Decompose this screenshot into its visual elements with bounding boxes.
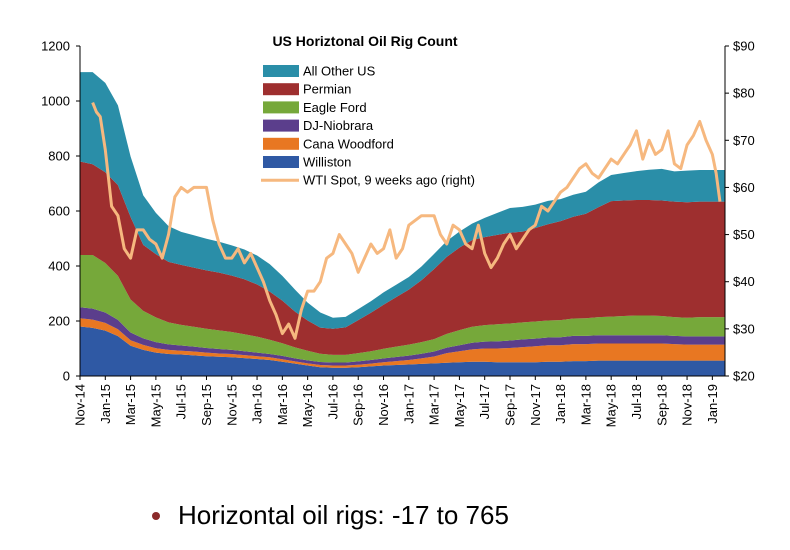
x-tick-label: Jan-15 — [98, 384, 113, 424]
chart-title: US Horiztonal Oil Rig Count — [272, 33, 457, 49]
x-tick-label: Nov-14 — [73, 384, 88, 426]
area-eagle-ford — [80, 255, 725, 363]
x-tick-label: Jul-16 — [325, 384, 340, 419]
legend-label-williston: Williston — [303, 155, 351, 170]
legend-swatch-permian — [263, 83, 299, 96]
y-right-tick-label: $60 — [733, 180, 755, 195]
x-tick-label: Jan-16 — [250, 384, 265, 424]
area-dj-niobrara — [80, 307, 725, 366]
x-tick-label: Nov-17 — [528, 384, 543, 426]
legend-label-cana-woodford: Cana Woodford — [303, 136, 394, 151]
wti-spot-line — [91, 102, 722, 340]
y-left-tick-label: 1000 — [41, 94, 70, 109]
caption-text: Horizontal oil rigs: -17 to 765 — [178, 500, 509, 530]
x-tick-label: Mar-17 — [427, 384, 442, 425]
axes: 0 200 400 600 800 1000 1200 $20 $30 $40 $50 $60 $70 $… — [41, 39, 755, 428]
y-left-tick-label: 200 — [48, 314, 70, 329]
area-cana-woodford — [80, 318, 725, 368]
legend-swatch-eagle-ford — [263, 101, 299, 114]
area-williston — [80, 326, 725, 376]
legend-label-wti-spot-9-weeks-ago-right-: WTI Spot, 9 weeks ago (right) — [303, 173, 475, 188]
y-right-tick-label: $70 — [733, 133, 755, 148]
legend-label-permian: Permian — [303, 82, 351, 97]
y-right-tick-label: $80 — [733, 86, 755, 101]
bullet-dot — [152, 511, 160, 520]
area-all-other-us — [80, 72, 725, 329]
legend-swatch-williston — [263, 156, 299, 168]
x-tick-label: Mar-16 — [275, 384, 290, 425]
x-tick-label: Jul-18 — [629, 384, 644, 419]
stacked-areas — [80, 72, 725, 376]
y-left-tick-label: 400 — [48, 259, 70, 274]
x-tick-label: Sep-17 — [503, 384, 518, 426]
wti-line-group — [91, 102, 722, 340]
legend-label-dj-niobrara: DJ-Niobrara — [303, 118, 374, 133]
y-right-tick-label: $90 — [733, 39, 755, 54]
x-tick-label: Nov-15 — [224, 384, 239, 426]
x-tick-label: May-15 — [148, 384, 163, 427]
x-tick-label: May-16 — [300, 384, 315, 427]
x-tick-label: Jul-15 — [174, 384, 189, 419]
legend: All Other US Permian Eagle Ford DJ-Niobrara… — [261, 64, 475, 188]
x-tick-label: Sep-16 — [351, 384, 366, 426]
x-tick-label: Mar-18 — [578, 384, 593, 425]
legend-label-eagle-ford: Eagle Ford — [303, 100, 367, 115]
y-right-tick-label: $40 — [733, 274, 755, 289]
x-tick-label: Sep-15 — [199, 384, 214, 426]
area-permian — [80, 161, 725, 355]
y-left-tick-label: 1200 — [41, 39, 70, 54]
legend-swatch-cana-woodford — [263, 137, 299, 150]
rig-count-chart: 0 200 400 600 800 1000 1200 $20 $30 $40 $50 $60 $70 $… — [41, 33, 755, 428]
x-tick-label: Mar-15 — [123, 384, 138, 425]
legend-swatch-dj-niobrara — [263, 119, 299, 132]
y-left-tick-label: 0 — [63, 369, 70, 384]
x-tick-label: Nov-16 — [376, 384, 391, 426]
legend-label-all-other-us: All Other US — [303, 64, 376, 79]
x-tick-label: May-18 — [604, 384, 619, 427]
y-right-tick-label: $30 — [733, 321, 755, 336]
x-tick-label: Jul-17 — [477, 384, 492, 419]
x-tick-label: Nov-18 — [680, 384, 695, 426]
x-tick-label: May-17 — [452, 384, 467, 427]
y-right-tick-label: $50 — [733, 227, 755, 242]
x-tick-label: Sep-18 — [654, 384, 669, 426]
x-tick-label: Jan-19 — [705, 384, 720, 424]
legend-swatch-all-other-us — [263, 65, 299, 77]
y-left-tick-label: 600 — [48, 204, 70, 219]
y-left-tick-label: 800 — [48, 149, 70, 164]
y-right-tick-label: $20 — [733, 369, 755, 384]
x-tick-label: Jan-17 — [401, 384, 416, 424]
x-tick-label: Jan-18 — [553, 384, 568, 424]
caption-bullet: Horizontal oil rigs: -17 to 765 — [152, 500, 509, 531]
